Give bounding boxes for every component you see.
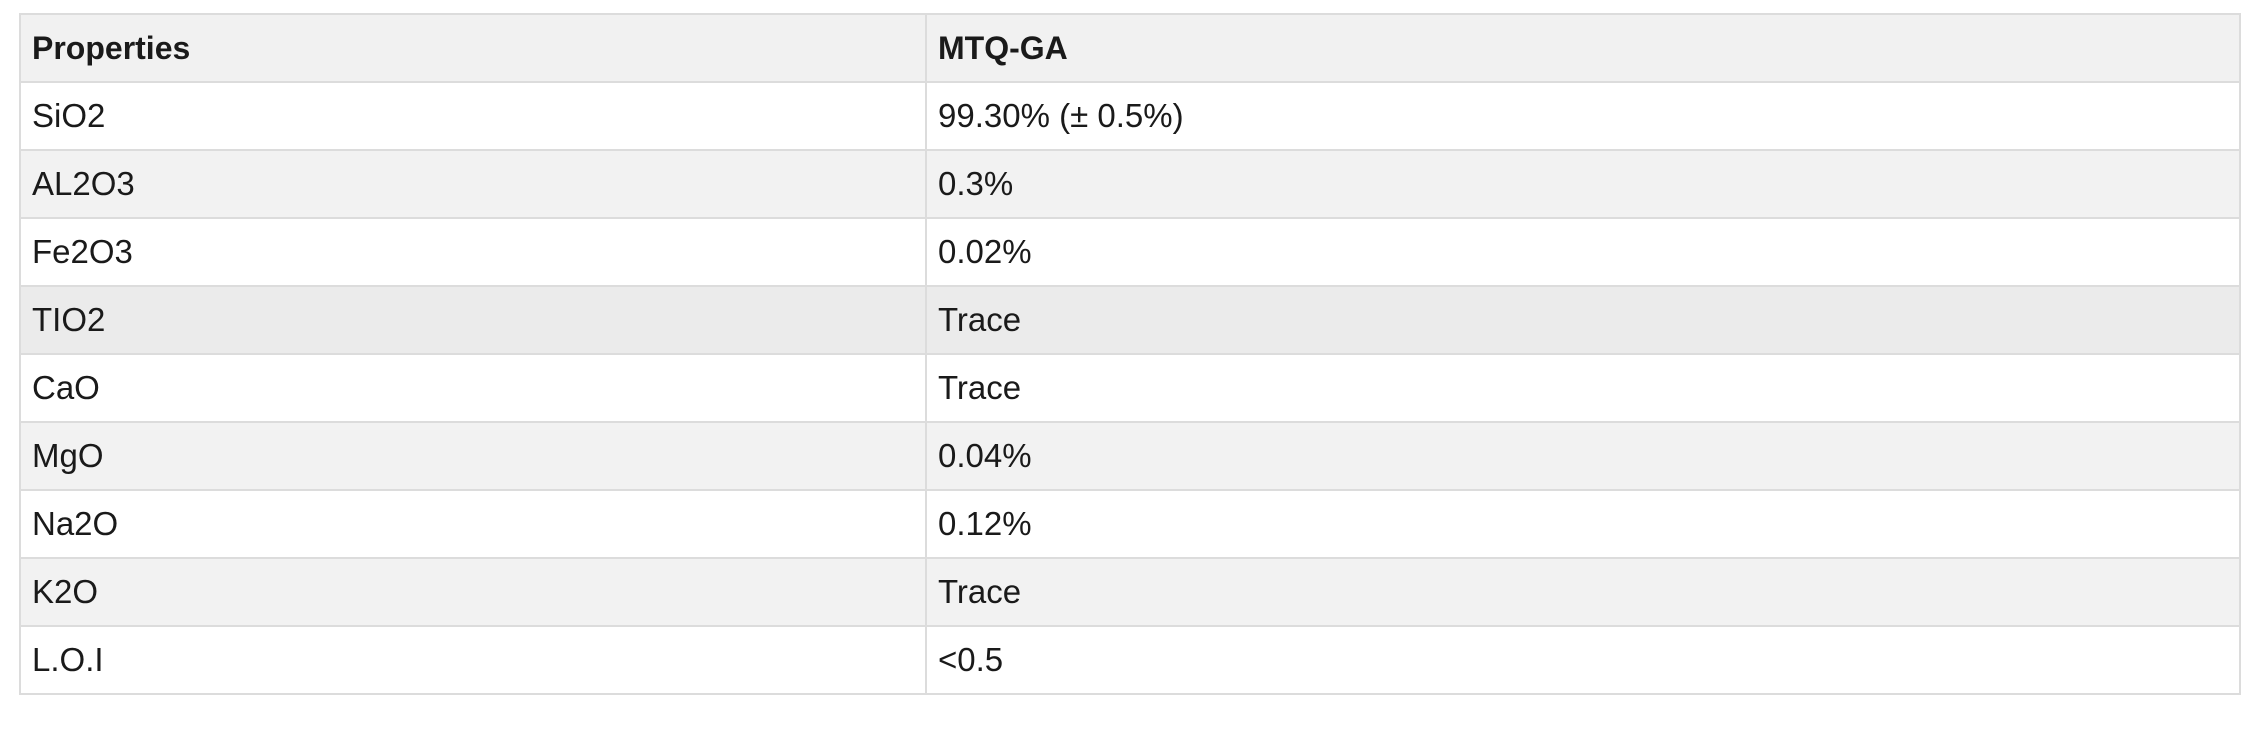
property-name-cell: TIO2 <box>19 285 927 355</box>
table-row: AL2O3 0.3% <box>19 149 2241 219</box>
property-name-cell: L.O.I <box>19 625 927 695</box>
property-value-cell: 0.04% <box>925 421 2241 491</box>
table-row: L.O.I <0.5 <box>19 625 2241 695</box>
property-name-cell: Na2O <box>19 489 927 559</box>
property-value-cell: 99.30% (± 0.5%) <box>925 81 2241 151</box>
property-name-cell: Fe2O3 <box>19 217 927 287</box>
property-value-cell: <0.5 <box>925 625 2241 695</box>
property-value-cell: Trace <box>925 557 2241 627</box>
properties-table-container: Properties MTQ-GA SiO2 99.30% (± 0.5%) A… <box>19 13 2241 695</box>
header-properties: Properties <box>19 13 927 83</box>
property-name-cell: AL2O3 <box>19 149 927 219</box>
property-value-cell: 0.02% <box>925 217 2241 287</box>
table-row: TIO2 Trace <box>19 285 2241 355</box>
property-value-cell: 0.12% <box>925 489 2241 559</box>
property-name-cell: SiO2 <box>19 81 927 151</box>
table-row: CaO Trace <box>19 353 2241 423</box>
table-row: K2O Trace <box>19 557 2241 627</box>
properties-table: Properties MTQ-GA SiO2 99.30% (± 0.5%) A… <box>19 13 2241 695</box>
property-value-cell: Trace <box>925 285 2241 355</box>
property-name-cell: K2O <box>19 557 927 627</box>
table-header-row: Properties MTQ-GA <box>19 13 2241 83</box>
property-name-cell: CaO <box>19 353 927 423</box>
property-value-cell: Trace <box>925 353 2241 423</box>
table-row: Fe2O3 0.02% <box>19 217 2241 287</box>
table-row: Na2O 0.12% <box>19 489 2241 559</box>
table-row: SiO2 99.30% (± 0.5%) <box>19 81 2241 151</box>
property-name-cell: MgO <box>19 421 927 491</box>
table-row: MgO 0.04% <box>19 421 2241 491</box>
property-value-cell: 0.3% <box>925 149 2241 219</box>
header-mtq-ga: MTQ-GA <box>925 13 2241 83</box>
